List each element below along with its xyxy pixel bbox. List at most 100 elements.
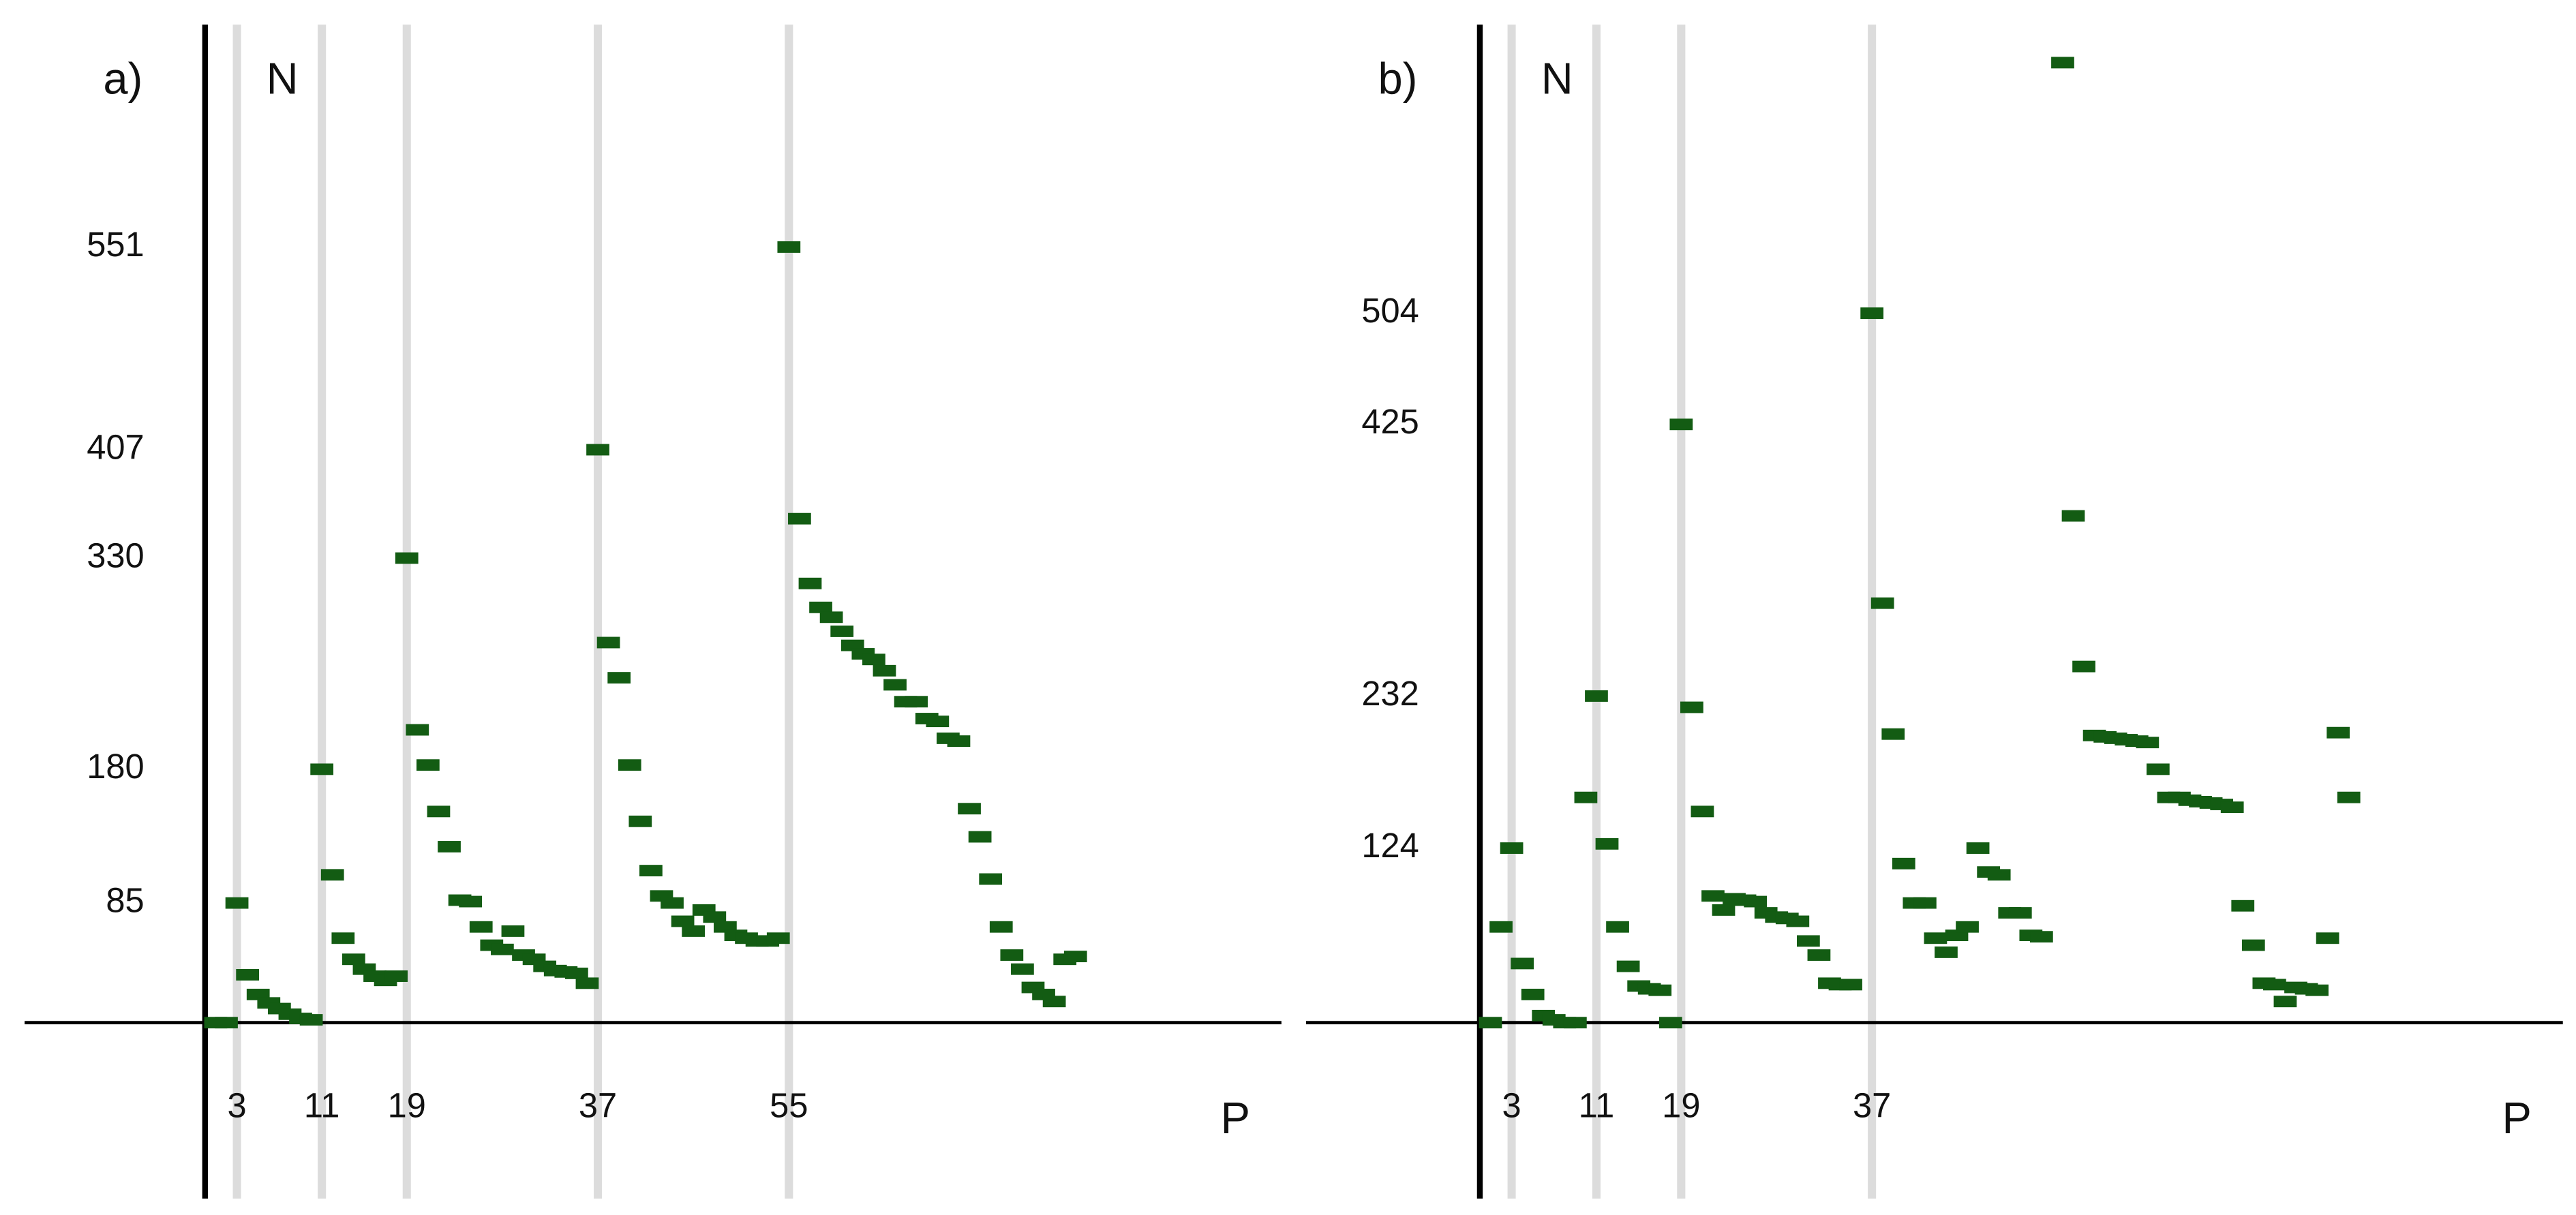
point [1011, 963, 1034, 975]
point [1511, 957, 1534, 970]
point [830, 626, 854, 637]
point [1658, 1017, 1682, 1029]
point [926, 716, 950, 728]
y-tick-label: 425 [1361, 402, 1419, 441]
point [469, 921, 493, 933]
point [1648, 984, 1672, 996]
point [575, 977, 599, 989]
point [809, 601, 832, 613]
y-tick-label: 124 [1361, 826, 1419, 865]
point [427, 805, 451, 818]
point [639, 865, 663, 877]
point [1574, 791, 1598, 803]
point [586, 444, 609, 456]
x-tick-label: 19 [388, 1086, 426, 1125]
point [1595, 837, 1619, 850]
point [661, 897, 684, 909]
point [1966, 842, 1990, 854]
point [1786, 915, 1810, 927]
point [777, 241, 801, 253]
point [2220, 801, 2244, 814]
point [1807, 949, 1831, 961]
point [1913, 897, 1937, 909]
x-tick-label: 11 [304, 1086, 340, 1125]
x-tick-label: 3 [1502, 1086, 1521, 1125]
panel-label: b) [1378, 54, 1418, 104]
point [2337, 791, 2361, 803]
point [873, 664, 896, 677]
point [1924, 932, 1948, 944]
point [491, 943, 514, 955]
point [607, 672, 631, 684]
y-tick-label: 407 [87, 427, 144, 466]
y-tick-label: 85 [106, 880, 144, 919]
point [1691, 805, 1714, 818]
point [1956, 921, 1979, 933]
point [1987, 869, 2011, 881]
x-tick-label: 19 [1662, 1086, 1700, 1125]
point [2327, 726, 2350, 739]
point [2241, 939, 2265, 951]
panel-label: a) [103, 54, 142, 104]
point [395, 552, 419, 564]
point [2008, 907, 2032, 919]
point [1000, 949, 1024, 961]
point [2273, 996, 2297, 1008]
point [2030, 931, 2053, 943]
point [2061, 510, 2085, 522]
point [236, 969, 260, 981]
point [1881, 728, 1905, 740]
point [1892, 857, 1915, 870]
point [565, 967, 588, 979]
y-axis-label: N [267, 54, 299, 104]
point [2263, 979, 2286, 991]
point [682, 925, 706, 937]
point [320, 869, 344, 881]
point [1669, 418, 1693, 431]
y-tick-label: 180 [87, 747, 144, 786]
point [671, 915, 695, 927]
point [1680, 701, 1703, 713]
x-axis-label: P [1221, 1093, 1250, 1143]
point [618, 759, 641, 771]
point [1563, 1017, 1587, 1029]
point [1585, 690, 1608, 702]
point [2136, 737, 2160, 749]
point [2231, 899, 2255, 912]
point [215, 1017, 238, 1029]
point [1744, 895, 1768, 908]
point [968, 831, 992, 843]
point [989, 921, 1013, 933]
point [299, 1014, 323, 1026]
point [406, 724, 429, 736]
point [459, 895, 483, 908]
point [1521, 988, 1545, 1000]
point [2051, 57, 2074, 69]
point [1935, 946, 1958, 958]
point [1063, 951, 1087, 963]
point [883, 679, 907, 691]
point [1500, 842, 1524, 854]
point [596, 636, 620, 649]
point [1712, 904, 1736, 916]
point [947, 735, 971, 747]
point [438, 841, 461, 852]
point [1042, 996, 1066, 1008]
point [1606, 921, 1629, 933]
point [1616, 960, 1640, 972]
point [331, 932, 355, 944]
x-tick-label: 55 [770, 1086, 808, 1125]
x-tick-label: 3 [228, 1086, 247, 1125]
point [1701, 890, 1725, 902]
x-tick-label: 11 [1579, 1086, 1615, 1125]
point [862, 653, 885, 666]
point [501, 925, 525, 937]
point [1870, 597, 1894, 609]
point [310, 763, 334, 775]
point [798, 577, 822, 589]
point [2147, 763, 2170, 775]
point [703, 911, 727, 923]
x-axis-label: P [2502, 1093, 2532, 1143]
